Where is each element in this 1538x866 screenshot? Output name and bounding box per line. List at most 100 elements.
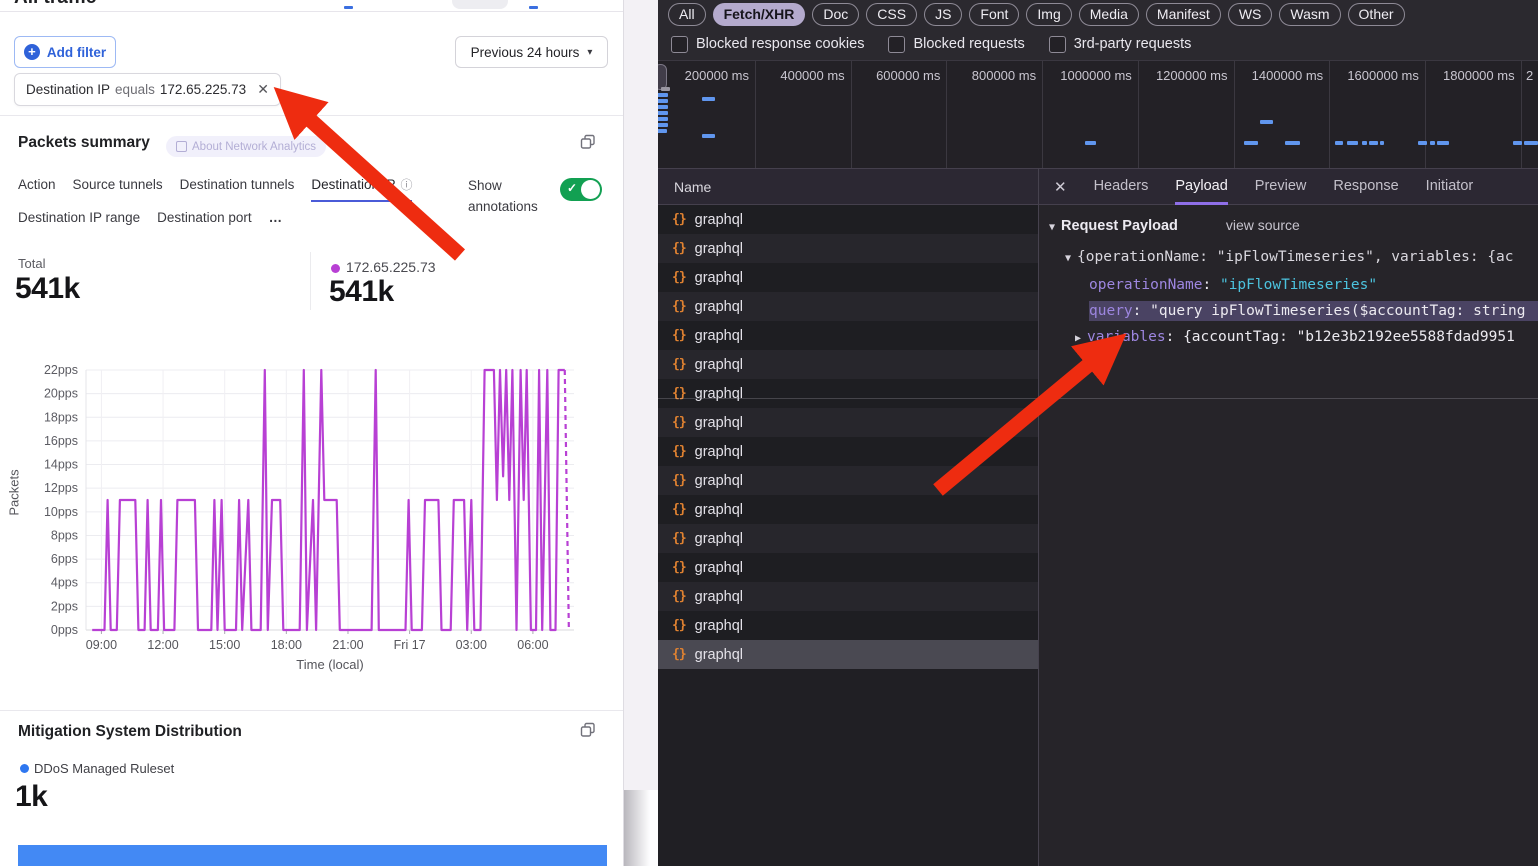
timeline-gridline — [755, 61, 756, 169]
filter-pill-js[interactable]: JS — [924, 2, 963, 26]
clock-icon: ◷ — [333, 135, 347, 152]
collapsed-triangle-icon[interactable]: ▶ — [1075, 333, 1082, 344]
checkbox-icon[interactable] — [671, 35, 688, 53]
detail-tab-preview[interactable]: Preview — [1254, 177, 1307, 194]
request-row[interactable]: {} graphql — [658, 408, 1038, 437]
waterfall-bar — [1285, 141, 1300, 145]
tab-destination-ip[interactable]: Destination IP ⓘ — [311, 176, 413, 202]
show-annotations-label: Show annotations — [468, 178, 538, 214]
detail-tab-initiator[interactable]: Initiator — [1425, 177, 1474, 194]
checkbox-3rd-party-requests[interactable]: 3rd-party requests — [1048, 35, 1192, 53]
braces-icon: {} — [672, 241, 687, 256]
header-divider — [0, 11, 623, 12]
request-row[interactable]: {} graphql — [658, 495, 1038, 524]
checkbox-label: 3rd-party requests — [1073, 36, 1192, 52]
braces-icon: {} — [672, 560, 687, 575]
checkbox-blocked-requests[interactable]: Blocked requests — [888, 35, 1025, 53]
filter-pill-doc[interactable]: Doc — [812, 2, 860, 26]
request-row[interactable]: {} graphql — [658, 205, 1038, 234]
more-tabs-button[interactable]: … — [268, 210, 284, 225]
detail-tab-payload[interactable]: Payload — [1175, 169, 1228, 205]
waterfall-bar — [661, 87, 670, 91]
checkbox-icon[interactable] — [1048, 35, 1066, 53]
request-row[interactable]: {} graphql — [658, 524, 1038, 553]
request-payload-section[interactable]: ▼ Request Payload view source — [1049, 217, 1300, 234]
request-row[interactable]: {} graphql — [658, 234, 1038, 263]
filter-pill-manifest[interactable]: Manifest — [1145, 2, 1221, 26]
name-column-header[interactable]: Name — [658, 168, 1038, 205]
filter-pill-wasm[interactable]: Wasm — [1279, 2, 1341, 26]
total-label: Total — [18, 256, 46, 271]
request-name: graphql — [694, 617, 744, 634]
timeline-tick-label: 1400000 ms — [1251, 68, 1324, 83]
timeline-gridline — [1424, 61, 1426, 169]
tab-source-tunnels[interactable]: Source tunnels — [72, 177, 163, 192]
mitigation-legend-dot — [20, 764, 29, 773]
payload-row-query[interactable]: query: "query ipFlowTimeseries($accountT… — [1089, 301, 1538, 321]
payload-preview-row[interactable]: ▼ {operationName: "ipFlowTimeseries", var… — [1065, 249, 1514, 265]
svg-text:10pps: 10pps — [44, 505, 78, 519]
show-annotations-toggle[interactable]: ✓ — [560, 178, 602, 201]
payload-row-variables[interactable]: ▶ variables: {accountTag: "b12e3b2192ee55… — [1075, 329, 1515, 345]
remove-filter-icon[interactable]: ✕ — [257, 81, 269, 97]
braces-icon: {} — [672, 212, 687, 227]
request-row[interactable]: {} graphql — [658, 553, 1038, 582]
mitigation-value: 1k — [15, 780, 48, 813]
scrollbar-area[interactable] — [624, 790, 658, 866]
request-row[interactable]: {} graphql — [658, 582, 1038, 611]
request-row[interactable]: {} graphql — [658, 350, 1038, 379]
detail-tab-response[interactable]: Response — [1333, 177, 1399, 194]
request-row[interactable]: {} graphql — [658, 379, 1038, 408]
request-row[interactable]: {} graphql — [658, 321, 1038, 350]
packets-summary-title: Packets summary — [18, 134, 150, 151]
checkbox-blocked-response-cookies[interactable]: Blocked response cookies — [671, 35, 864, 53]
checkbox-icon[interactable] — [888, 35, 906, 53]
network-overview-timeline[interactable]: 200000 ms 400000 ms 600000 ms 800000 ms 1000… — [658, 60, 1538, 169]
braces-icon: {} — [672, 386, 687, 401]
payload-value: "ipFlowTimeseries" — [1219, 277, 1378, 293]
request-name: graphql — [694, 646, 744, 663]
filter-pill-css[interactable]: CSS — [866, 2, 918, 26]
braces-icon: {} — [672, 328, 687, 343]
filter-pill-font[interactable]: Font — [969, 2, 1020, 26]
section-divider — [0, 710, 623, 711]
request-row[interactable]: {} graphql — [658, 437, 1038, 466]
dimension-tabs-row1: Action Source tunnels Destination tunnels D… — [18, 176, 413, 202]
payload-row-operationname[interactable]: operationName: "ipFlowTimeseries" — [1089, 277, 1377, 293]
waterfall-bar — [1347, 141, 1358, 145]
filter-pill-fetch-xhr[interactable]: Fetch/XHR — [712, 2, 806, 26]
request-row[interactable]: {} graphql — [658, 466, 1038, 495]
waterfall-bar — [702, 134, 715, 138]
filter-chip[interactable]: Destination IP equals 172.65.225.73 ✕ — [14, 73, 281, 106]
filter-pill-ws[interactable]: WS — [1227, 2, 1273, 26]
filter-pill-all[interactable]: All — [668, 2, 706, 26]
request-row[interactable]: {} graphql — [658, 263, 1038, 292]
time-range-dropdown[interactable]: Previous 24 hours ▾ — [455, 36, 608, 68]
filter-pill-img[interactable]: Img — [1026, 2, 1072, 26]
payload-key: query — [1089, 303, 1133, 319]
tab-destination-ip-range[interactable]: Destination IP range — [18, 210, 141, 225]
expand-panel-icon[interactable] — [580, 722, 596, 738]
request-row[interactable]: {} graphql — [658, 611, 1038, 640]
tab-destination-port[interactable]: Destination port — [157, 210, 252, 225]
payload-preview-text: {operationName: "ipFlowTimeseries", vari… — [1077, 249, 1514, 265]
expand-panel-icon[interactable] — [580, 134, 596, 150]
close-icon[interactable]: ✕ — [1054, 178, 1067, 196]
packets-timeseries-chart: 0pps 2pps 4pps 6pps 8pps 10pps 12pps 14pps 16pps… — [44, 363, 574, 672]
request-name: graphql — [694, 211, 744, 228]
tab-destination-tunnels[interactable]: Destination tunnels — [179, 177, 295, 192]
filter-pill-media[interactable]: Media — [1078, 2, 1139, 26]
mitigation-bar — [18, 845, 607, 866]
timeline-tick-label: 2 — [1526, 68, 1534, 83]
filter-pill-other[interactable]: Other — [1347, 2, 1405, 26]
request-name: graphql — [694, 414, 744, 431]
request-row[interactable]: {} graphql — [658, 292, 1038, 321]
about-network-analytics-badge[interactable]: About Network Analytics — [166, 136, 327, 157]
request-row[interactable]: {} graphql — [658, 640, 1038, 669]
stats-divider — [310, 252, 311, 310]
add-filter-button[interactable]: + Add filter — [14, 36, 116, 68]
clipped-toolbar-icon — [344, 6, 353, 9]
tab-action[interactable]: Action — [18, 177, 56, 192]
view-source-link[interactable]: view source — [1225, 217, 1300, 233]
detail-tab-headers[interactable]: Headers — [1093, 177, 1149, 194]
